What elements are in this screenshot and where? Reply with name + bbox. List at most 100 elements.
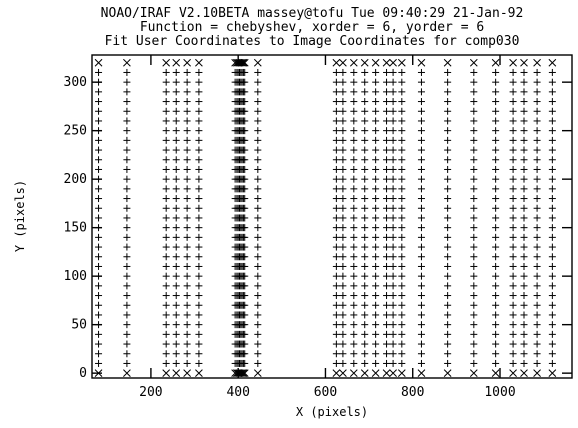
fit-point — [548, 272, 556, 280]
fit-point — [361, 282, 369, 290]
fit-point — [389, 195, 397, 203]
x-tick-label: 1000 — [484, 385, 515, 400]
fit-point — [162, 214, 170, 222]
rejected-point — [253, 58, 262, 67]
fit-point — [417, 359, 425, 367]
fit-point — [95, 233, 103, 241]
fit-point — [162, 136, 170, 144]
fit-point — [398, 195, 406, 203]
fit-point — [123, 78, 131, 86]
rejected-point — [533, 58, 541, 67]
fit-point — [444, 195, 452, 203]
fit-point — [332, 350, 340, 358]
fit-point — [361, 98, 369, 106]
fit-point — [398, 185, 406, 193]
fit-point — [417, 175, 425, 183]
fit-point — [548, 359, 556, 367]
fit-point — [372, 282, 380, 290]
fit-point — [398, 292, 406, 300]
fit-point — [533, 88, 541, 96]
fit-point — [417, 195, 425, 203]
fit-point — [470, 243, 478, 251]
fit-point — [172, 321, 180, 329]
fit-point — [339, 350, 347, 358]
fit-point — [389, 175, 397, 183]
fit-point — [389, 321, 397, 329]
fit-point — [123, 282, 131, 290]
fit-point — [533, 175, 541, 183]
fit-point — [417, 321, 425, 329]
fit-point — [339, 311, 347, 319]
fit-point — [548, 253, 556, 261]
fit-point — [241, 243, 249, 251]
rejected-point — [520, 369, 528, 378]
fit-point — [509, 78, 517, 86]
fit-point — [548, 214, 556, 222]
fit-point — [339, 301, 347, 309]
fit-point — [95, 107, 103, 115]
fit-point — [361, 136, 369, 144]
fit-point — [470, 214, 478, 222]
fit-point — [361, 311, 369, 319]
rejected-point — [548, 369, 557, 378]
fit-point — [520, 68, 528, 76]
fit-point — [95, 301, 103, 309]
fit-point — [383, 88, 391, 96]
fit-point — [361, 88, 369, 96]
fit-point — [241, 214, 249, 222]
fit-point — [195, 165, 203, 173]
fit-point — [183, 195, 191, 203]
fit-point — [361, 214, 369, 222]
y-tick-label: 50 — [71, 318, 87, 333]
fit-point — [383, 214, 391, 222]
fit-point — [444, 204, 452, 212]
fit-point — [533, 330, 541, 338]
fit-point — [492, 68, 500, 76]
fit-point — [470, 350, 478, 358]
fit-point — [389, 272, 397, 280]
fit-point — [389, 214, 397, 222]
fit-point — [183, 330, 191, 338]
fit-point — [350, 78, 358, 86]
fit-point — [533, 292, 541, 300]
rejected-point — [389, 58, 397, 67]
fit-point — [548, 88, 556, 96]
fit-point — [183, 359, 191, 367]
fit-point — [162, 204, 170, 212]
fit-point — [389, 88, 397, 96]
fit-point — [183, 204, 191, 212]
fit-point — [398, 214, 406, 222]
fit-point — [383, 165, 391, 173]
fit-point — [520, 146, 528, 154]
fit-point — [417, 253, 425, 261]
fit-point — [123, 175, 131, 183]
fit-point — [195, 117, 203, 125]
fit-point — [520, 301, 528, 309]
fit-point — [509, 253, 517, 261]
fit-point — [241, 330, 249, 338]
fit-point — [254, 68, 262, 76]
fit-point — [372, 224, 380, 232]
fit-point — [254, 78, 262, 86]
fit-point — [533, 146, 541, 154]
fit-point — [350, 253, 358, 261]
fit-point — [398, 301, 406, 309]
fit-point — [492, 195, 500, 203]
fit-point — [372, 350, 380, 358]
fit-point — [520, 204, 528, 212]
fit-point — [492, 311, 500, 319]
fit-point — [183, 98, 191, 106]
fit-point — [183, 136, 191, 144]
fit-point — [520, 214, 528, 222]
fit-point — [339, 175, 347, 183]
fit-point — [417, 301, 425, 309]
fit-point — [361, 321, 369, 329]
fit-point — [383, 243, 391, 251]
fit-point — [417, 224, 425, 232]
fit-point — [444, 272, 452, 280]
fit-point — [520, 243, 528, 251]
fit-point — [123, 292, 131, 300]
fit-point — [383, 195, 391, 203]
fit-point — [123, 146, 131, 154]
fit-point — [533, 272, 541, 280]
